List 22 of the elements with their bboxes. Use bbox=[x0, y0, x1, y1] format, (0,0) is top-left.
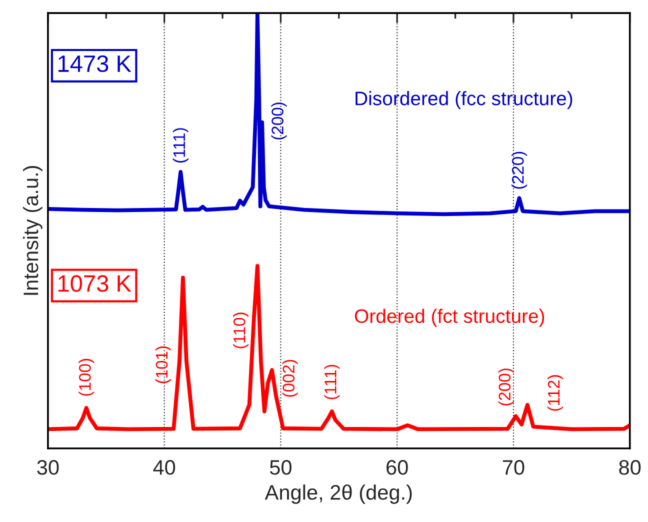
y-axis-title: Intensity (a.u.) bbox=[22, 166, 42, 295]
annotation: (002) bbox=[282, 360, 298, 397]
annotation: (111) bbox=[324, 364, 340, 400]
x-tick-label: 80 bbox=[619, 460, 641, 475]
x-tick-label: 30 bbox=[37, 460, 59, 475]
x-axis-title: Angle, 2θ (deg.) bbox=[264, 484, 412, 504]
annotation: (111) bbox=[172, 128, 188, 163]
text: 1473 K bbox=[58, 55, 132, 72]
annotation: (110) bbox=[233, 312, 249, 348]
annotation: (200) bbox=[498, 368, 514, 406]
annotation: Ordered (fct structure) bbox=[354, 308, 544, 327]
annotation: (101) bbox=[155, 346, 171, 384]
annotation: (200) bbox=[271, 102, 287, 140]
x-tick-label: 70 bbox=[502, 460, 524, 475]
annotation: (112) bbox=[547, 375, 563, 411]
annotation: (220) bbox=[512, 152, 528, 189]
annotation: Disordered (fcc structure) bbox=[356, 91, 572, 110]
x-tick-label: 40 bbox=[153, 460, 176, 475]
x-tick-label: 60 bbox=[386, 460, 408, 475]
text: 1073 K bbox=[58, 275, 132, 292]
annotation: (100) bbox=[78, 358, 94, 396]
x-tick-label: 50 bbox=[270, 460, 292, 475]
